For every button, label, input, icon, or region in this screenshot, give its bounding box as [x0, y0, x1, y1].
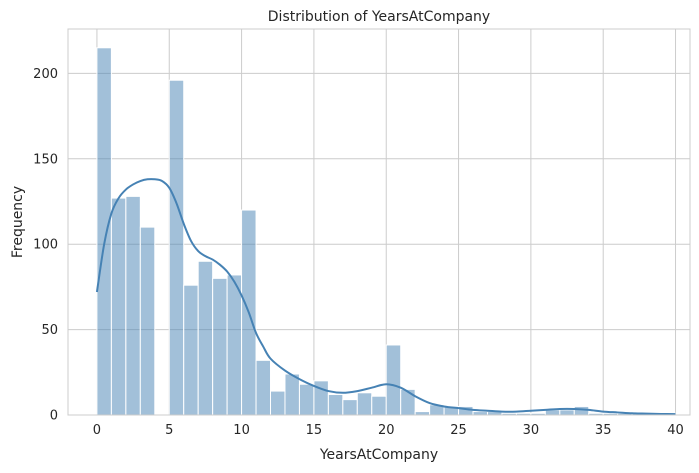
x-tick-label: 40 — [667, 423, 684, 438]
kde-curve — [95, 178, 676, 416]
x-tick-label: 5 — [165, 423, 173, 438]
y-tick-label: 50 — [41, 323, 58, 338]
y-tick-label: 150 — [33, 152, 58, 167]
x-tick-label: 15 — [306, 423, 323, 438]
histogram-bar — [255, 359, 272, 416]
histogram-bar — [183, 284, 199, 416]
histogram-bar — [342, 399, 358, 416]
x-tick-label: 30 — [523, 423, 540, 438]
histogram-bar — [284, 373, 300, 416]
histogram-bar — [168, 79, 185, 416]
y-tick-label: 200 — [33, 67, 58, 82]
histogram-bar — [371, 395, 387, 416]
histogram-bar — [573, 405, 590, 416]
histogram-bar — [110, 197, 127, 416]
histogram-bar — [197, 260, 214, 416]
chart-title: Distribution of YearsAtCompany — [268, 9, 490, 25]
histogram-bar — [472, 411, 488, 416]
x-tick-label: 0 — [93, 423, 101, 438]
x-tick-label: 10 — [233, 423, 250, 438]
x-tick-label: 20 — [378, 423, 395, 438]
y-tick-label: 100 — [33, 238, 58, 253]
histogram-bar — [212, 277, 228, 416]
y-tick-labels: 0 50 100 150 200 — [33, 67, 58, 424]
y-tick-label: 0 — [50, 409, 58, 424]
plot-frame — [67, 28, 691, 416]
histogram-bar — [559, 409, 575, 416]
x-tick-label: 35 — [595, 423, 612, 438]
y-axis-label: Frequency — [10, 186, 26, 258]
x-axis-label: YearsAtCompany — [319, 447, 438, 463]
histogram-bar — [226, 274, 243, 416]
histogram-bar — [385, 344, 402, 416]
histogram-bar — [327, 394, 344, 416]
grid — [68, 29, 690, 416]
histogram-bar — [139, 226, 156, 416]
x-tick-labels: 0 5 10 15 20 25 30 35 40 — [93, 423, 684, 438]
histogram-bar — [414, 411, 431, 416]
histogram-bar — [400, 388, 416, 416]
histogram-bar — [298, 383, 315, 416]
kde-curve-group — [95, 178, 676, 416]
histogram-bar — [356, 392, 373, 416]
x-tick-label: 25 — [450, 423, 467, 438]
histogram-bar — [270, 390, 286, 416]
histogram-bar — [96, 47, 112, 416]
histogram-bar — [125, 195, 141, 416]
